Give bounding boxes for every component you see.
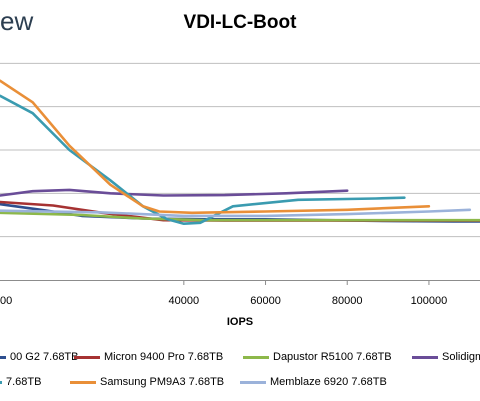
legend-swatch [0,355,6,359]
legend-swatch [70,380,96,384]
legend-label: Dapustor R5100 7.68TB [273,351,392,363]
legend-label: Solidigm [442,351,480,363]
legend-swatch [0,380,2,384]
legend-label: Micron 9400 Pro 7.68TB [104,351,224,363]
legend-swatch [412,355,438,359]
legend-label: Memblaze 6920 7.68TB [270,376,387,388]
series-line [0,208,472,218]
legend-item: Dapustor R5100 7.68TB [243,350,392,364]
legend-swatch [243,355,269,359]
legend-item: Solidigm [412,350,480,364]
legend-item: Memblaze 6920 7.68TB [240,375,387,389]
brand-logo-text: ew [0,6,34,36]
x-tick-label: 100000 [411,295,448,307]
x-tick-label: 00 [0,295,12,307]
chart-title: VDI-LC-Boot [183,12,297,33]
series-line [0,79,431,215]
legend-item: Samsung PM9A3 7.68TB [70,375,224,389]
legend-item: 00 G2 7.68TB [0,350,79,364]
x-axis-label: IOPS [226,316,254,328]
x-tick-label: 80000 [332,295,363,307]
x-tick-label: 60000 [250,295,281,307]
legend-swatch [240,380,266,384]
legend-label: 7.68TB [6,376,42,388]
series-line [0,94,406,225]
legend-swatch [74,355,100,359]
legend-label: Samsung PM9A3 7.68TB [100,376,225,388]
legend-item: Micron 9400 Pro 7.68TB [74,350,223,364]
legend-label: 00 G2 7.68TB [10,351,79,363]
legend-item: 7.68TB [0,375,41,389]
x-tick-label: 40000 [169,295,200,307]
series-line [0,188,349,197]
